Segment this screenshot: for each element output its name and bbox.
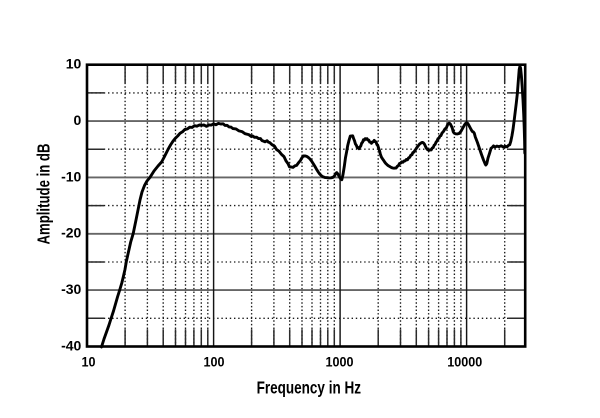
svg-text:-30: -30 [61,281,81,297]
svg-text:-20: -20 [61,225,81,241]
svg-text:0: 0 [74,112,82,128]
svg-text:10000: 10000 [447,353,482,369]
svg-text:10: 10 [82,353,96,369]
svg-text:Frequency in Hz: Frequency in Hz [257,378,362,398]
svg-text:100: 100 [204,353,225,369]
svg-text:-40: -40 [61,337,81,353]
svg-text:10: 10 [66,56,82,72]
svg-text:-10: -10 [61,168,81,184]
svg-text:1000: 1000 [326,353,354,369]
svg-text:Amplitude in dB: Amplitude in dB [34,144,54,245]
